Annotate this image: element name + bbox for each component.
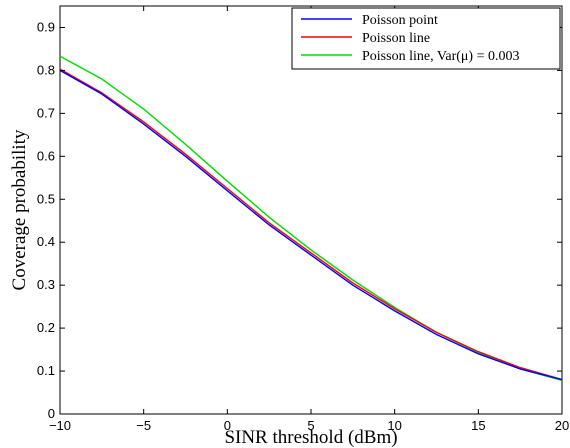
legend-label: Poisson line [362,31,430,46]
y-tick-label: 0.7 [37,105,55,120]
series-lines [59,55,563,382]
y-axis-label: Coverage probability [9,129,30,290]
legend-label: Poisson line, Var(μ) = 0.003 [362,49,519,64]
x-axis-label: SINR threshold (dBm) [224,427,397,448]
y-tick-label: 0.6 [37,148,55,163]
plot-area [59,5,563,415]
y-tick-label: 0.1 [37,363,55,378]
legend-box [291,7,561,70]
x-tick-label: −10 [49,418,71,433]
x-tick-label: 0 [224,418,231,433]
y-tick-label: 0.3 [37,277,55,292]
x-tick-label: 15 [471,418,485,433]
axis-ticks: −10 −5 0 5 10 15 20 0 0.1 0.2 0.3 0.4 0.5 0.6 0.7 0.8 0.… [37,6,569,433]
legend: Poisson point Poisson line Poisson line, V… [291,7,561,70]
y-tick-label: 0 [48,406,55,421]
x-tick-label: −5 [136,418,151,433]
series-line [59,69,563,381]
x-tick-label: 10 [387,418,401,433]
x-tick-label: 20 [555,418,569,433]
series-line [59,55,563,382]
legend-label: Poisson point [362,13,438,28]
x-tick-label: 5 [307,418,314,433]
y-tick-label: 0.9 [37,19,55,34]
y-tick-label: 0.2 [37,320,55,335]
y-tick-label: 0.8 [37,62,55,77]
y-tick-label: 0.4 [37,234,55,249]
series-line [59,68,563,381]
y-tick-label: 0.5 [37,191,55,206]
